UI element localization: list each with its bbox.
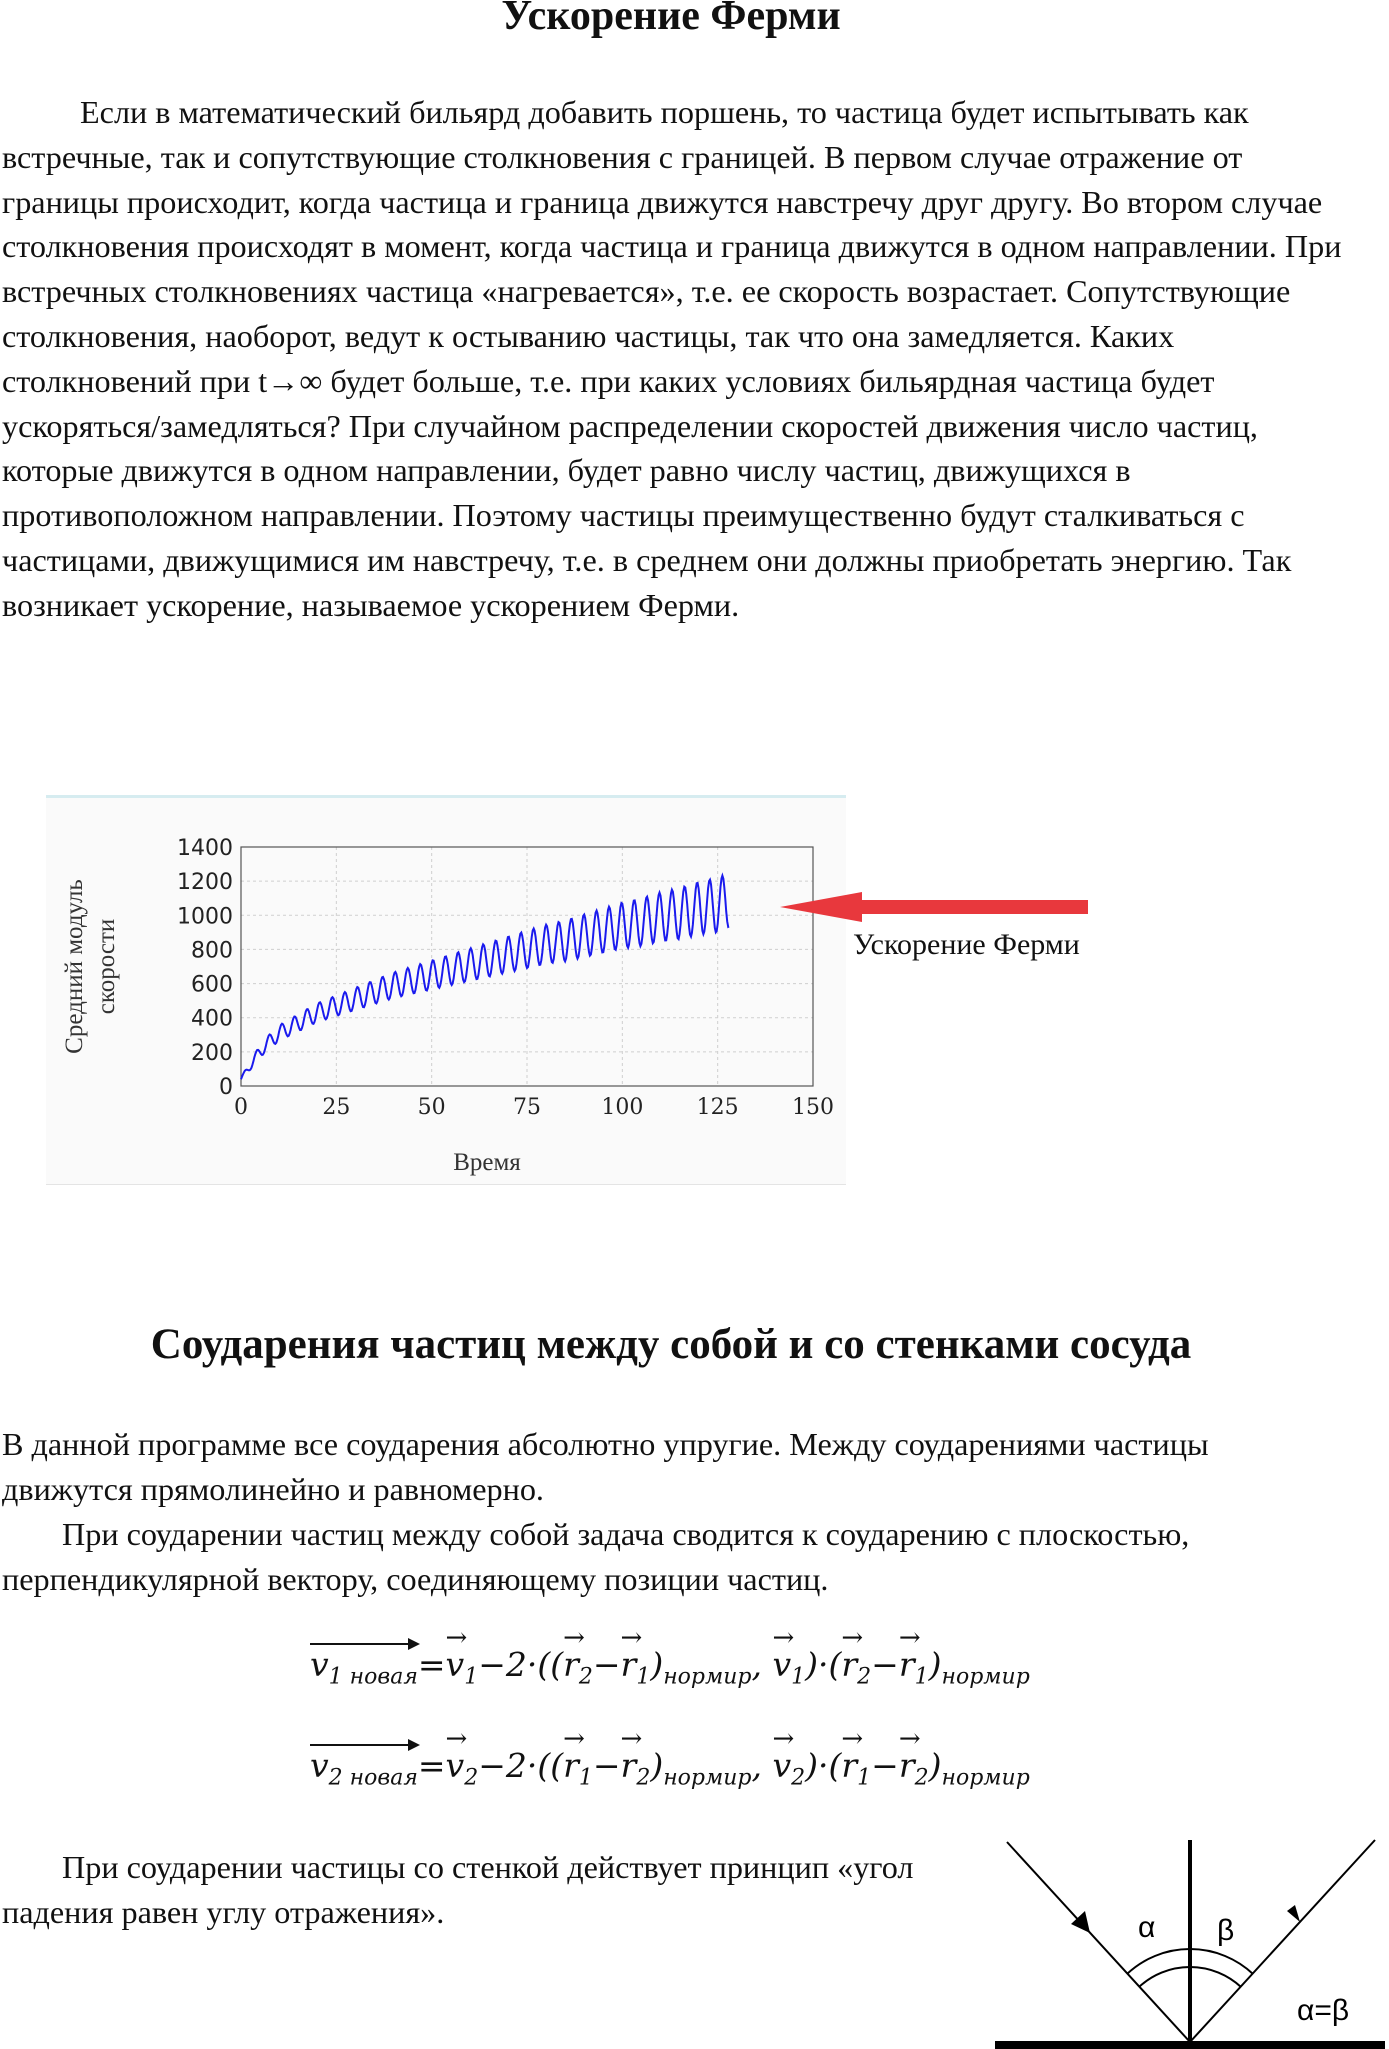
formula-v2: v2 новая=v2−2·((r1−r2)нормир, v2)·(r1−r2… [310,1724,1030,1791]
alpha-label: α [1138,1911,1155,1944]
arrow-head [780,892,862,922]
x-tick-label: 150 [792,1095,834,1120]
paragraph-elastic: В данной программе все соударения абсолю… [2,1426,1209,1507]
incident-ray [1006,1841,1191,2043]
x-tick-label: 25 [322,1095,350,1120]
y-tick-label: 1000 [177,904,233,929]
y-axis-label: Средний модуль [61,879,88,1054]
y-tick-label: 400 [191,1007,233,1032]
y-tick-label: 600 [191,973,233,998]
f2-sub-norm-a: нормир [663,1765,752,1791]
angle-arc-inner [1138,1965,1242,1988]
y-tick-label: 1200 [177,870,233,895]
x-axis-label: Время [453,1149,521,1176]
fermi-annotation-label: Ускорение Ферми [853,928,1080,961]
heading-fermi: Ускорение Ферми [501,0,841,39]
heading-collisions: Соударения частиц между собой и со стенк… [150,1321,1192,1368]
paragraph-fermi-text: Если в математический бильярд добавить п… [2,94,1342,623]
x-tick-label: 100 [601,1095,643,1120]
velocity-chart-svg: 0 25 50 75 100 125 150 0 200 400 600 800 1000 1200 140… [61,836,834,1176]
f1-sub-norm-b: нормир [941,1664,1030,1690]
y-tick-label: 1400 [177,836,233,861]
f2-sub-norm-b: нормир [941,1765,1030,1791]
x-tick-label: 50 [418,1095,446,1120]
y-tick-label: 800 [191,938,233,963]
paragraph-fermi: Если в математический бильярд добавить п… [2,90,1347,628]
paragraph-wall: При соударении частицы со стенкой действ… [2,1845,1002,1935]
reflected-arrow-icon [1287,1905,1300,1922]
f2-sub-new: новая [349,1765,418,1791]
formula-v1: v1 новая=v1−2·((r2−r1)нормир, v1)·(r2−r1… [310,1623,1030,1690]
y-axis-label: скорости [93,919,120,1015]
x-tick-label: 125 [697,1095,739,1120]
wall-surface [995,2041,1385,2049]
beta-label: β [1217,1914,1234,1947]
paragraph-particles-text: При соударении частиц между собой задача… [2,1516,1190,1597]
f1-sub-norm-a: нормир [663,1664,752,1690]
y-tick-label: 0 [219,1075,233,1100]
angle-arc-outer [1126,1948,1254,1975]
incident-arrow-icon [1071,1911,1090,1933]
f1-sub-new: новая [349,1664,418,1690]
reflected-ray [1189,1839,1376,2043]
x-tick-label: 0 [234,1095,248,1120]
series-line [240,872,730,1080]
paragraph-particles: При соударении частиц между собой задача… [2,1512,1347,1602]
y-tick-label: 200 [191,1041,233,1066]
reflection-diagram: α β α=β [995,1839,1385,2049]
x-tick-label: 75 [513,1095,541,1120]
arrow-shaft [858,900,1088,914]
red-arrow-icon [780,892,1088,922]
velocity-chart: 0 25 50 75 100 125 150 0 200 400 600 800 1000 1200 140… [46,795,846,1185]
paragraph-wall-text: При соударении частицы со стенкой действ… [2,1849,914,1930]
plot-area-frame [240,846,814,1087]
alpha-equals-beta-label: α=β [1297,1994,1349,2027]
